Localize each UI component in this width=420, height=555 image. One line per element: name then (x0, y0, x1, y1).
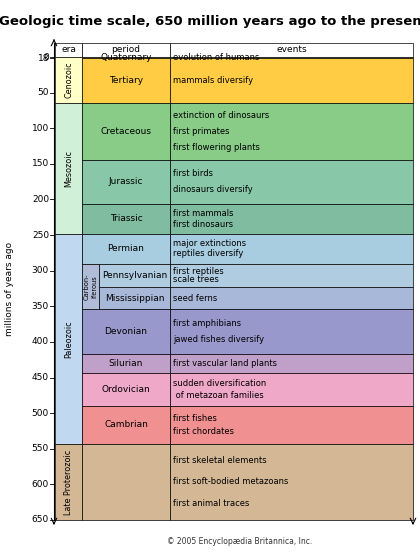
Bar (82, 444, 170, 520)
Text: Devonian: Devonian (105, 327, 147, 336)
Bar (82, 354, 170, 372)
Text: Jurassic: Jurassic (109, 177, 143, 186)
Text: first birds: first birds (173, 169, 213, 178)
Text: dinosaurs diversify: dinosaurs diversify (173, 185, 253, 194)
Text: era: era (61, 46, 76, 54)
Text: 0: 0 (43, 53, 49, 62)
Bar (170, 234, 413, 264)
Text: seed ferns: seed ferns (173, 294, 217, 302)
Text: 18: 18 (37, 54, 49, 63)
Bar (99, 287, 170, 309)
Bar (55, 43, 82, 57)
Text: Pennsylvanian: Pennsylvanian (102, 271, 167, 280)
Bar (170, 406, 413, 444)
Text: 300: 300 (32, 266, 49, 275)
Bar (82, 309, 170, 354)
Bar (170, 58, 413, 103)
Text: first fishes: first fishes (173, 413, 217, 422)
Text: first primates: first primates (173, 127, 229, 136)
Text: first chordates: first chordates (173, 427, 234, 436)
Text: evolution of humans: evolution of humans (173, 53, 260, 62)
Text: Carbon-
iferous: Carbon- iferous (84, 273, 97, 300)
Bar (170, 264, 413, 287)
Text: reptiles diversify: reptiles diversify (173, 250, 243, 259)
Text: 350: 350 (32, 302, 49, 311)
Text: first amphibians: first amphibians (173, 319, 241, 328)
Text: 550: 550 (32, 444, 49, 453)
Bar (82, 264, 99, 309)
Bar (170, 287, 413, 309)
Text: first animal traces: first animal traces (173, 499, 249, 508)
Text: mammals diversify: mammals diversify (173, 76, 253, 85)
Bar (170, 204, 413, 234)
Text: 150: 150 (32, 159, 49, 168)
Text: scale trees: scale trees (173, 275, 219, 284)
Text: Paleozoic: Paleozoic (64, 320, 73, 357)
Text: first skeletal elements: first skeletal elements (173, 456, 267, 465)
Text: 200: 200 (32, 195, 49, 204)
Bar (170, 160, 413, 204)
Bar (170, 444, 413, 520)
Bar (170, 309, 413, 354)
Text: 250: 250 (32, 230, 49, 240)
Bar (170, 43, 413, 57)
Text: 400: 400 (32, 337, 49, 346)
Text: Quaternary: Quaternary (100, 53, 152, 62)
Text: Triassic: Triassic (110, 214, 142, 223)
Bar (82, 234, 170, 264)
Text: Cretaceous: Cretaceous (100, 127, 152, 136)
Bar (170, 354, 413, 372)
Text: period: period (111, 46, 141, 54)
Text: Ordovician: Ordovician (102, 385, 150, 394)
Bar (82, 406, 170, 444)
Bar (170, 57, 413, 58)
Text: jawed fishes diversify: jawed fishes diversify (173, 335, 264, 344)
Bar (55, 444, 82, 520)
Bar (82, 57, 170, 58)
Text: of metazoan families: of metazoan families (173, 391, 264, 400)
Bar (82, 372, 170, 406)
Text: © 2005 Encyclopædia Britannica, Inc.: © 2005 Encyclopædia Britannica, Inc. (168, 537, 312, 547)
Text: 600: 600 (32, 480, 49, 489)
Text: first mammals: first mammals (173, 209, 234, 218)
Text: Mississippian: Mississippian (105, 294, 164, 302)
Bar (170, 372, 413, 406)
Text: Permian: Permian (108, 244, 144, 253)
Text: 100: 100 (32, 124, 49, 133)
Text: sudden diversification: sudden diversification (173, 379, 266, 388)
Text: Geologic time scale, 650 million years ago to the present: Geologic time scale, 650 million years a… (0, 14, 420, 28)
Text: Cenozoic: Cenozoic (64, 62, 73, 98)
Bar (55, 234, 82, 444)
Bar (55, 103, 82, 234)
Text: Cambrian: Cambrian (104, 420, 148, 430)
Text: 650: 650 (32, 516, 49, 524)
Bar (82, 160, 170, 204)
Text: 50: 50 (37, 88, 49, 97)
Text: extinction of dinosaurs: extinction of dinosaurs (173, 111, 269, 120)
Bar (82, 103, 170, 160)
Bar (82, 43, 170, 57)
Text: Silurian: Silurian (109, 359, 143, 368)
Text: 450: 450 (32, 373, 49, 382)
Text: first dinosaurs: first dinosaurs (173, 220, 233, 229)
Text: first reptiles: first reptiles (173, 266, 224, 276)
Bar (82, 204, 170, 234)
Text: first soft-bodied metazoans: first soft-bodied metazoans (173, 477, 289, 486)
Text: Late Proterozoic: Late Proterozoic (64, 449, 73, 514)
Text: first vascular land plants: first vascular land plants (173, 359, 277, 368)
Text: first flowering plants: first flowering plants (173, 143, 260, 152)
Text: 500: 500 (32, 408, 49, 418)
Text: millions of years ago: millions of years ago (5, 241, 15, 336)
Bar (99, 264, 170, 287)
Bar (55, 57, 82, 103)
Text: major extinctions: major extinctions (173, 239, 246, 248)
Text: Tertiary: Tertiary (109, 76, 143, 85)
Bar (82, 58, 170, 103)
Text: events: events (276, 46, 307, 54)
Bar (170, 103, 413, 160)
Text: Mesozoic: Mesozoic (64, 150, 73, 187)
